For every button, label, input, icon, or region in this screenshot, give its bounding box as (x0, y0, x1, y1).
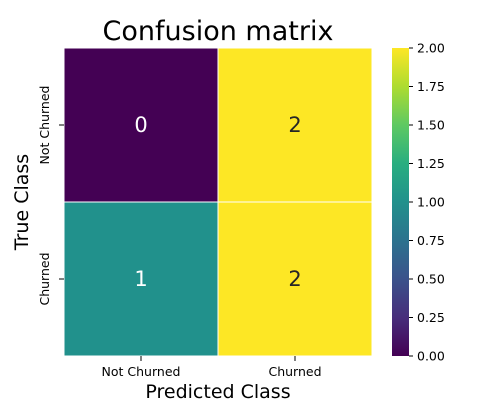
colorbar-tick-label: 0.25 (417, 310, 445, 325)
heatmap-cell-labels: 0 2 1 2 (134, 113, 301, 291)
colorbar-tick-label: 1.00 (417, 195, 445, 210)
colorbar-tick-label: 1.50 (417, 118, 445, 133)
x-axis-title: Predicted Class (145, 381, 290, 400)
x-axis-ticks: Not Churned Churned (102, 356, 322, 379)
chart-title: Confusion matrix (103, 16, 334, 47)
y-tick-label: Churned (37, 252, 52, 305)
cell-value-label: 0 (134, 113, 147, 137)
colorbar-tick-label: 0.50 (417, 272, 445, 287)
heatmap-cell (63, 201, 219, 357)
y-axis-ticks: Not Churned Churned (37, 86, 64, 306)
x-tick-label: Not Churned (102, 364, 181, 379)
y-tick-label: Not Churned (37, 86, 52, 165)
colorbar-ticks: 0.00 0.25 0.50 0.75 1.00 1.25 1.50 1.75 2.00 (409, 41, 445, 364)
colorbar-tick-label: 0.75 (417, 233, 445, 248)
heatmap-cell (217, 201, 373, 357)
colorbar-tick-label: 0.00 (417, 349, 445, 364)
heatmap-cells (63, 47, 373, 357)
heatmap-cell (217, 47, 373, 203)
colorbar-tick-label: 2.00 (417, 41, 445, 56)
x-tick-label: Churned (268, 364, 321, 379)
colorbar-tick-label: 1.75 (417, 79, 445, 94)
y-axis-title: True Class (11, 154, 33, 251)
colorbar (392, 48, 409, 356)
colorbar-tick-label: 1.25 (417, 156, 445, 171)
heatmap-cell (63, 47, 219, 203)
cell-value-label: 2 (288, 113, 301, 137)
cell-value-label: 1 (134, 267, 147, 291)
cell-value-label: 2 (288, 267, 301, 291)
